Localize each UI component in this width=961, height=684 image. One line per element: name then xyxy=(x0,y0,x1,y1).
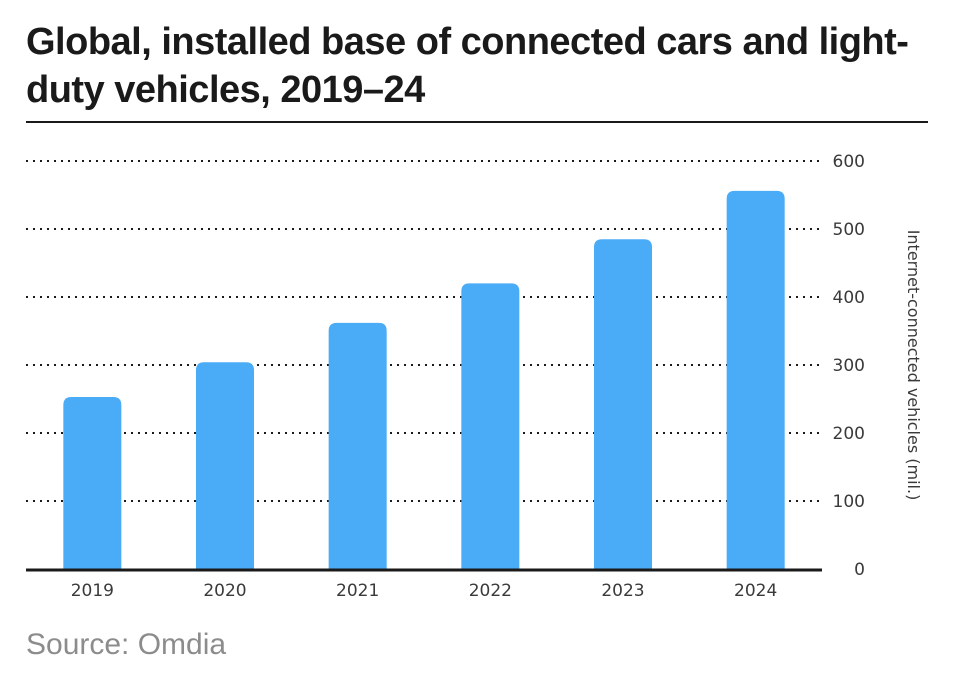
x-tick-label: 2023 xyxy=(601,581,644,601)
x-tick-label: 2019 xyxy=(71,581,114,601)
bar-2020 xyxy=(196,362,254,569)
bar-2019 xyxy=(63,396,122,569)
x-tick-label: 2024 xyxy=(734,581,777,601)
x-tick-label: 2022 xyxy=(469,581,512,601)
x-tick-labels: 2019 2020 2021 2022 2023 2024 xyxy=(71,581,778,601)
x-tick-label: 2020 xyxy=(203,581,246,601)
y-tick-label: 600 xyxy=(833,152,865,172)
y-axis-label: Internet-connected vehicles (mil.) xyxy=(904,230,923,501)
source-note: Source: Omdia xyxy=(26,628,227,661)
title-divider xyxy=(26,121,928,123)
y-tick-label: 400 xyxy=(833,288,865,308)
y-tick-label: 0 xyxy=(854,560,865,580)
y-tick-label: 500 xyxy=(833,220,865,240)
gridlines xyxy=(26,160,822,502)
bar-2021 xyxy=(328,322,387,569)
y-tick-label: 200 xyxy=(833,424,865,444)
bar-2022 xyxy=(461,283,520,569)
bars xyxy=(63,190,785,570)
y-tick-label: 300 xyxy=(833,356,865,376)
bar-2024 xyxy=(726,190,785,570)
bar-2023 xyxy=(594,239,652,569)
y-tick-label: 100 xyxy=(833,492,865,512)
x-tick-label: 2021 xyxy=(336,581,379,601)
chart-title: Global, installed base of connected cars… xyxy=(26,21,909,111)
y-tick-labels: 0 100 200 300 400 500 600 xyxy=(833,152,865,580)
